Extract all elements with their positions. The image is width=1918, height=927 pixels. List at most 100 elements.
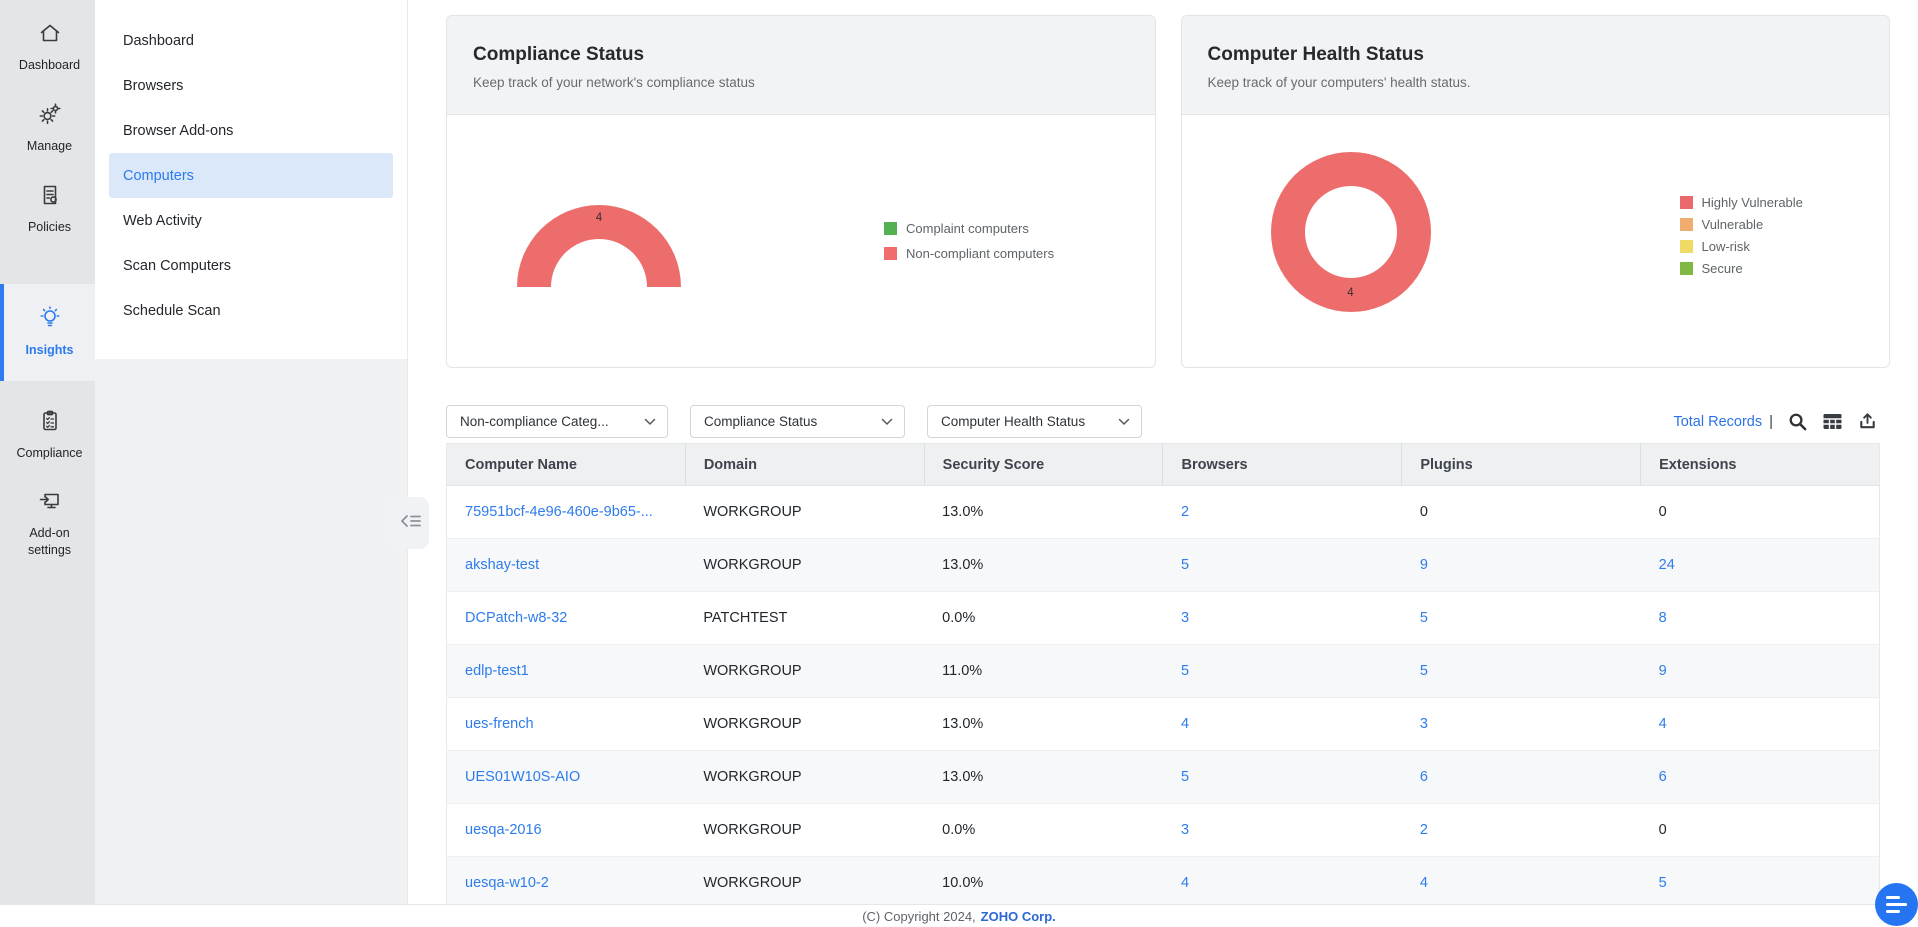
computer-name-cell: ues-french — [446, 697, 686, 751]
filter-dropdown-label: Computer Health Status — [941, 414, 1086, 429]
plugins-count-link[interactable]: 6 — [1419, 769, 1428, 785]
rail-item-label: Add-on settings — [27, 526, 72, 558]
domain-cell: WORKGROUP — [685, 697, 925, 751]
browsers-count-link[interactable]: 3 — [1180, 822, 1190, 838]
security-score-cell: 13.0% — [924, 750, 1163, 804]
computer-name-cell: DCPatch-w8-32 — [446, 591, 686, 645]
legend-swatch — [1679, 240, 1693, 253]
filter-dropdown-compliance-status[interactable]: Compliance Status — [690, 405, 905, 438]
plugins-count-link[interactable]: 5 — [1419, 663, 1428, 679]
extensions-count-link[interactable]: 24 — [1658, 557, 1675, 573]
sidebar-item-web-activity[interactable]: Web Activity — [123, 212, 202, 229]
table-row: UES01W10S-AIO WORKGROUP 13.0% 5 6 6 — [446, 750, 1880, 804]
legend-item: Complaint computers — [884, 221, 1054, 236]
plugins-count-cell: 0 — [1401, 485, 1641, 539]
health-card-header: Computer Health Status Keep track of you… — [1181, 16, 1889, 115]
plugins-count-link[interactable]: 3 — [1419, 716, 1428, 732]
computer-name-link[interactable]: uesqa-2016 — [465, 822, 542, 838]
health-donut-chart: 4 — [1270, 152, 1431, 312]
extensions-count-link[interactable]: 9 — [1658, 663, 1667, 679]
rail-item-manage[interactable]: Manage — [0, 94, 95, 163]
extensions-count-cell: 0 — [1640, 803, 1880, 857]
legend-label: Secure — [1701, 261, 1743, 276]
gears-icon — [38, 102, 62, 131]
table-row: edlp-test1 WORKGROUP 11.0% 5 5 9 — [446, 644, 1880, 698]
rail-item-insights[interactable]: Insights — [0, 283, 95, 381]
extensions-count-link[interactable]: 5 — [1658, 875, 1667, 891]
plugins-count-cell: 2 — [1401, 803, 1641, 857]
extensions-count-cell: 24 — [1640, 538, 1880, 592]
rail-item-policies[interactable]: Policies — [0, 175, 95, 244]
computers-table-wrap: Computer Name Domain Security Score Browser… — [446, 443, 1890, 904]
extensions-count-link[interactable]: 4 — [1658, 716, 1667, 732]
legend-label: Low-risk — [1701, 239, 1750, 254]
browsers-count-link[interactable]: 4 — [1180, 875, 1190, 891]
search-icon[interactable] — [1787, 411, 1808, 432]
browsers-count-cell: 3 — [1162, 591, 1402, 645]
computer-name-link[interactable]: ues-french — [465, 716, 534, 732]
rail-item-label: Policies — [27, 219, 72, 234]
computer-name-cell: uesqa-w10-2 — [446, 856, 686, 904]
plugins-count-link[interactable]: 4 — [1419, 875, 1428, 891]
total-records-link[interactable]: Total Records — [1673, 413, 1763, 430]
policy-document-icon — [38, 183, 62, 212]
health-card-subtitle: Keep track of your computers' health sta… — [1207, 75, 1471, 90]
browsers-count-link[interactable]: 5 — [1180, 663, 1190, 679]
plugins-count-link[interactable]: 9 — [1419, 557, 1428, 573]
sidebar-item-browsers[interactable]: Browsers — [123, 77, 184, 94]
sidebar-item-browser-add-ons[interactable]: Browser Add-ons — [123, 122, 234, 139]
browsers-count-link[interactable]: 4 — [1180, 716, 1190, 732]
computer-name-link[interactable]: uesqa-w10-2 — [465, 875, 549, 891]
zoho-corp-link[interactable]: ZOHO Corp. — [980, 908, 1056, 924]
filter-dropdown-computer-health-status[interactable]: Computer Health Status — [927, 405, 1142, 438]
legend-swatch — [1679, 262, 1693, 275]
icon-rail: Dashboard Manage Policies Insights Complianc… — [0, 0, 95, 904]
floating-menu-button[interactable] — [1875, 883, 1918, 926]
sidebar-item-schedule-scan[interactable]: Schedule Scan — [123, 302, 221, 319]
extensions-count-cell: 4 — [1640, 697, 1880, 751]
chevron-down-icon — [1118, 414, 1130, 429]
table-row: uesqa-w10-2 WORKGROUP 10.0% 4 4 5 — [446, 856, 1880, 904]
donut-value-label: 4 — [1347, 287, 1354, 299]
extensions-count-cell: 6 — [1640, 750, 1880, 804]
computer-name-link[interactable]: UES01W10S-AIO — [465, 769, 581, 785]
browsers-count-link[interactable]: 3 — [1180, 610, 1190, 626]
extensions-count-link[interactable]: 6 — [1658, 769, 1667, 785]
table-grid-icon[interactable] — [1822, 412, 1843, 431]
computer-name-link[interactable]: edlp-test1 — [465, 663, 529, 679]
rail-item-addon-settings[interactable]: Add-on settings — [0, 481, 95, 567]
extensions-count-link[interactable]: 8 — [1658, 610, 1667, 626]
health-card-title: Computer Health Status — [1207, 44, 1424, 65]
computer-name-link[interactable]: 75951bcf-4e96-460e-9b65-... — [465, 504, 653, 520]
browsers-count-link[interactable]: 5 — [1180, 769, 1190, 785]
security-score-cell: 10.0% — [924, 856, 1163, 904]
computer-name-cell: akshay-test — [446, 538, 686, 592]
sidebar-item-scan-computers[interactable]: Scan Computers — [123, 257, 231, 274]
domain-cell: WORKGROUP — [685, 485, 925, 539]
rail-item-dashboard[interactable]: Dashboard — [0, 13, 95, 82]
filter-dropdown-label: Non-compliance Categ... — [460, 414, 609, 429]
sidebar-item-dashboard[interactable]: Dashboard — [123, 32, 194, 49]
collapse-sidebar-button[interactable] — [391, 497, 429, 549]
export-icon[interactable] — [1857, 411, 1878, 432]
donut-ring: 4 — [1270, 152, 1431, 312]
filter-dropdown-non-compliance-category[interactable]: Non-compliance Categ... — [446, 405, 668, 438]
addon-monitor-icon — [38, 489, 62, 518]
computer-name-link[interactable]: DCPatch-w8-32 — [465, 610, 568, 626]
extensions-count-cell: 5 — [1640, 856, 1880, 904]
table-row: uesqa-2016 WORKGROUP 0.0% 3 2 0 — [446, 803, 1880, 857]
security-score-cell: 0.0% — [924, 803, 1163, 857]
browsers-count-link[interactable]: 5 — [1180, 557, 1190, 573]
sidebar-item-computers[interactable]: Computers — [109, 153, 393, 198]
column-header-domain: Domain — [685, 443, 925, 486]
plugins-count-link[interactable]: 2 — [1419, 822, 1428, 838]
computer-name-link[interactable]: akshay-test — [465, 557, 540, 573]
domain-cell: WORKGROUP — [685, 538, 925, 592]
rail-item-compliance[interactable]: Compliance — [0, 401, 95, 470]
table-row: 75951bcf-4e96-460e-9b65-... WORKGROUP 13.0… — [446, 485, 1880, 539]
rail-item-label: Compliance — [16, 445, 83, 460]
browsers-count-link[interactable]: 2 — [1180, 504, 1190, 520]
legend-item: Low-risk — [1679, 239, 1803, 254]
browsers-count-cell: 4 — [1162, 697, 1402, 751]
plugins-count-link[interactable]: 5 — [1419, 610, 1428, 626]
